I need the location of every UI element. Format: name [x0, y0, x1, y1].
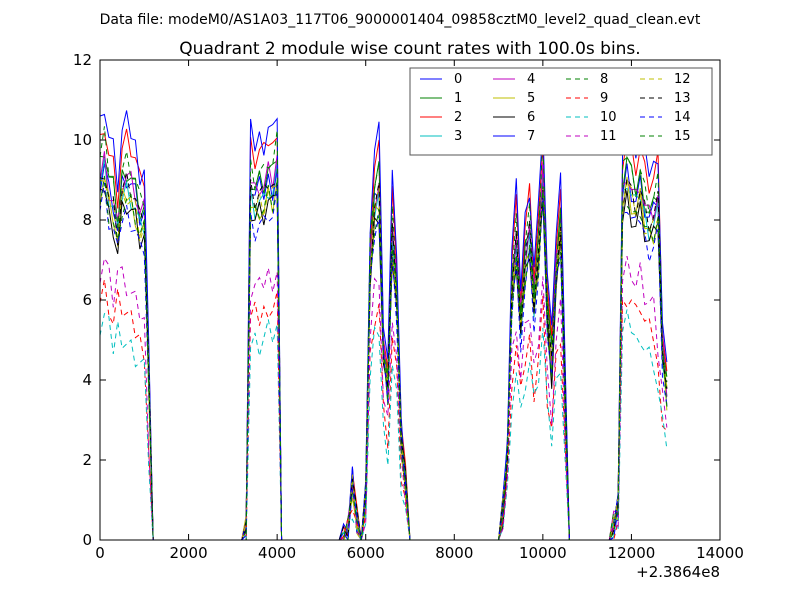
x-tick-label: 4000 — [258, 544, 296, 562]
x-tick-label: 10000 — [519, 544, 567, 562]
series-layer — [100, 110, 668, 540]
x-offset-label: +2.3864e8 — [636, 563, 720, 581]
y-tick-label: 4 — [82, 371, 92, 389]
series-line-13 — [100, 171, 668, 540]
legend-label-11: 11 — [600, 129, 617, 144]
legend-label-13: 13 — [674, 91, 691, 106]
legend-label-9: 9 — [600, 91, 608, 106]
x-tick-label: 2000 — [169, 544, 207, 562]
legend-box — [409, 67, 713, 156]
ticks-layer: 0 2000 4000 6000 8000 10000 12000 1400002468101… — [73, 51, 744, 562]
legend-label-0: 0 — [454, 72, 462, 87]
legend-label-10: 10 — [600, 110, 617, 125]
series-line-8 — [100, 126, 668, 540]
series-line-11 — [100, 256, 668, 540]
series-line-7 — [100, 110, 668, 540]
data-file-label: Data file: modeM0/AS1A03_117T06_90000014… — [100, 12, 701, 28]
legend-label-1: 1 — [454, 91, 462, 106]
x-tick-label: 14000 — [696, 544, 744, 562]
y-tick-label: 0 — [82, 531, 92, 549]
legend-label-6: 6 — [527, 110, 535, 125]
x-tick-label: 8000 — [435, 544, 473, 562]
legend-label-4: 4 — [527, 72, 535, 87]
series-line-15 — [100, 175, 668, 540]
legend-label-12: 12 — [674, 72, 691, 87]
chart-title: Quadrant 2 module wise count rates with … — [179, 39, 640, 59]
series-line-12 — [100, 179, 668, 540]
legend-label-3: 3 — [454, 129, 462, 144]
x-tick-label: 12000 — [608, 544, 656, 562]
x-tick-label: 6000 — [347, 544, 385, 562]
y-tick-label: 12 — [73, 51, 92, 69]
x-tick-label: 0 — [95, 544, 105, 562]
legend-label-14: 14 — [674, 110, 691, 125]
y-tick-label: 10 — [73, 131, 92, 149]
y-tick-label: 8 — [82, 211, 92, 229]
legend-label-7: 7 — [527, 129, 535, 144]
legend-label-15: 15 — [674, 129, 691, 144]
y-tick-label: 6 — [82, 291, 92, 309]
legend-label-2: 2 — [454, 110, 462, 125]
y-tick-label: 2 — [82, 451, 92, 469]
legend-label-8: 8 — [600, 72, 608, 87]
legend-label-5: 5 — [527, 91, 535, 106]
